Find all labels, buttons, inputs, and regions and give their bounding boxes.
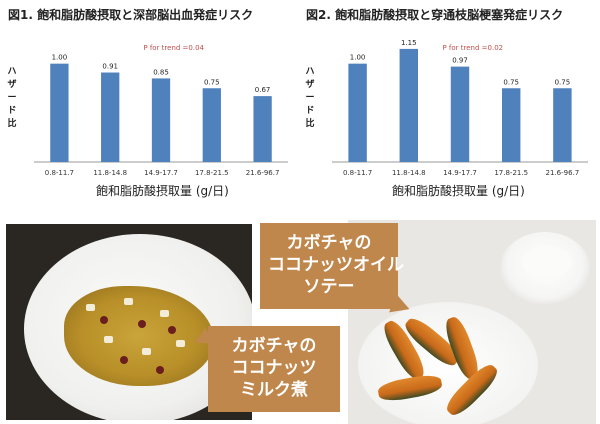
- bar: [553, 88, 572, 162]
- nut: [176, 340, 185, 347]
- p-for-trend-label: P for trend =0.04: [143, 44, 204, 52]
- raisin: [120, 356, 128, 364]
- coconut-milk-pumpkin-photo: [6, 224, 252, 420]
- bar-value-label: 0.75: [204, 78, 220, 86]
- bar: [253, 96, 272, 162]
- nut: [86, 304, 95, 311]
- x-tick-label: 17.8-21.5: [195, 169, 229, 177]
- x-tick-label: 11.8-14.8: [392, 169, 426, 177]
- x-tick-label: 11.8-14.8: [93, 169, 127, 177]
- bar-value-label: 0.75: [555, 78, 571, 86]
- bar: [501, 88, 521, 162]
- callout-coconut-oil-saute: カボチャの ココナッツオイル ソテー: [260, 223, 404, 309]
- bar: [151, 78, 171, 162]
- p-for-trend-label: P for trend =0.02: [442, 44, 503, 52]
- x-tick-label: 14.9-17.7: [144, 169, 178, 177]
- chart-2-x-axis-title: 飽和脂肪酸摂取量 (g/日): [392, 184, 525, 198]
- raisin: [138, 320, 146, 328]
- x-tick-label: 17.8-21.5: [494, 169, 528, 177]
- bar-value-label: 1.00: [350, 54, 366, 62]
- callout-top-line-3: ソテー: [303, 277, 355, 297]
- x-tick-label: 14.9-17.7: [443, 169, 477, 177]
- y-axis-label-char: ー: [7, 93, 16, 103]
- bar: [399, 48, 419, 162]
- nut: [160, 310, 169, 317]
- bar-value-label: 0.75: [503, 78, 519, 86]
- x-tick-label: 21.6-96.7: [546, 169, 580, 177]
- y-axis-label-char: 比: [305, 117, 314, 129]
- callout-bottom-line-1: カボチャの: [231, 336, 317, 356]
- bar: [450, 66, 470, 162]
- callout-bottom-line-2: ココナッツ: [231, 358, 317, 378]
- callout-coconut-milk-stew: カボチャの ココナッツ ミルク煮: [208, 326, 340, 412]
- figure-2-title: 図2. 飽和脂肪酸摂取と穿通枝脳梗塞発症リスク: [306, 8, 564, 22]
- bar-value-label: 1.15: [401, 39, 417, 47]
- bar-value-label: 0.67: [255, 86, 271, 94]
- figure-1-title: 図1. 飽和脂肪酸摂取と深部脳出血発症リスク: [8, 8, 254, 22]
- raisin: [100, 316, 108, 324]
- bar: [348, 63, 367, 162]
- callout-top-line-1: カボチャの: [286, 233, 372, 253]
- bar-value-label: 0.97: [452, 57, 468, 65]
- callout-top-line-2: ココナッツオイル: [268, 255, 404, 275]
- y-axis-label-char: ハ: [7, 67, 16, 77]
- pumpkin-stew: [64, 286, 214, 386]
- bar: [101, 72, 120, 162]
- x-tick-label: 0.8-11.7: [343, 169, 372, 177]
- photo-section: [0, 208, 600, 424]
- bar-value-label: 0.91: [102, 63, 118, 71]
- y-axis-label-char: 比: [7, 117, 16, 129]
- y-axis-label-char: ド: [7, 105, 16, 116]
- y-axis-label-char: ー: [305, 93, 314, 103]
- x-tick-label: 21.6-96.7: [246, 169, 280, 177]
- nut: [104, 336, 113, 343]
- x-tick-label: 0.8-11.7: [45, 169, 74, 177]
- nut: [124, 298, 133, 305]
- bar: [50, 63, 69, 162]
- raisin: [156, 366, 164, 374]
- bar-value-label: 0.85: [153, 68, 169, 76]
- y-axis-label-char: ザ: [7, 79, 16, 90]
- bar-value-label: 1.00: [52, 54, 68, 62]
- chart-1-x-axis-title: 飽和脂肪酸摂取量 (g/日): [96, 184, 229, 198]
- bowl: [500, 232, 590, 304]
- callout-bottom-line-3: ミルク煮: [240, 380, 308, 400]
- raisin: [168, 326, 176, 334]
- y-axis-label-char: ハ: [305, 67, 314, 77]
- nut: [142, 348, 151, 355]
- bar: [202, 88, 221, 162]
- yogurt: [522, 246, 572, 278]
- y-axis-label-char: ド: [305, 105, 314, 116]
- y-axis-label-char: ザ: [305, 79, 314, 90]
